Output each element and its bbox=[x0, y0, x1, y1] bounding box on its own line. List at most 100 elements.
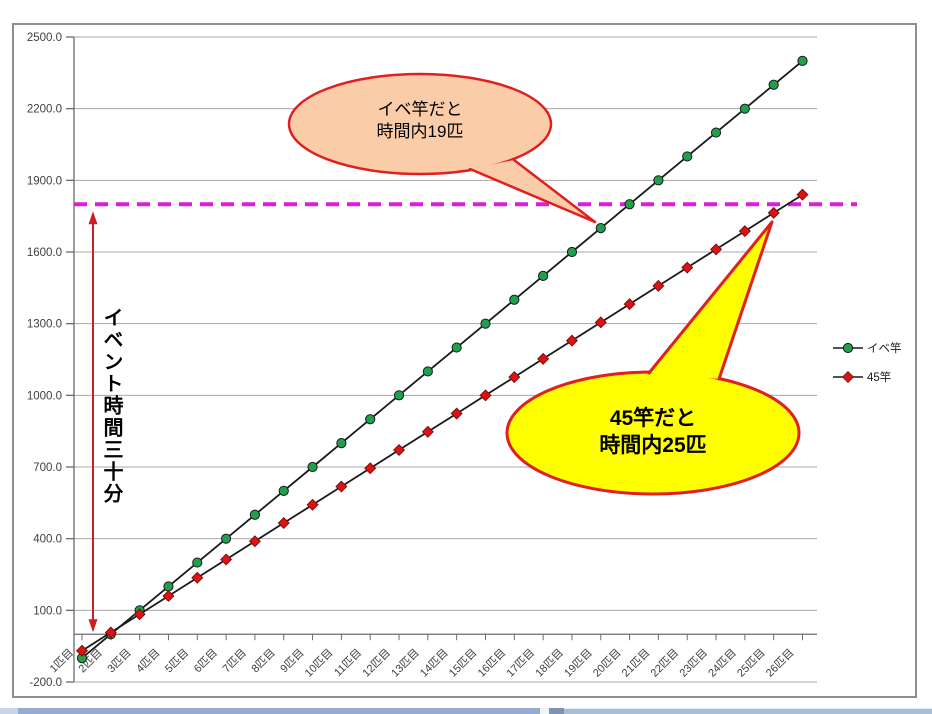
scrollbar-divider[interactable] bbox=[549, 708, 564, 714]
data-point-ibe[interactable] bbox=[336, 438, 347, 449]
data-point-45[interactable] bbox=[508, 371, 521, 384]
series-line-45[interactable] bbox=[81, 193, 803, 652]
data-point-45[interactable] bbox=[652, 279, 665, 292]
data-point-ibe[interactable] bbox=[393, 390, 405, 401]
x-axis-label: 6匹目 bbox=[192, 647, 220, 675]
data-point-45[interactable] bbox=[248, 535, 261, 548]
legend-label[interactable]: 45竿 bbox=[867, 370, 891, 384]
data-point-ibe[interactable] bbox=[566, 246, 578, 258]
x-axis-label: 21匹目 bbox=[620, 647, 653, 680]
event-time-label[interactable]: イベント時間三十分 bbox=[100, 307, 122, 505]
y-axis-label: 100.0 bbox=[33, 605, 62, 617]
data-point-45[interactable] bbox=[364, 462, 377, 475]
data-point-45[interactable] bbox=[565, 334, 578, 347]
x-axis-label: 1匹目 bbox=[48, 647, 76, 675]
data-point-45[interactable] bbox=[75, 644, 89, 657]
x-axis-label: 25匹目 bbox=[735, 647, 768, 680]
legend-label[interactable]: イベ竿 bbox=[867, 341, 902, 355]
data-point-45[interactable] bbox=[710, 243, 723, 256]
data-point-45[interactable] bbox=[479, 389, 492, 402]
scrollbar-thumb[interactable] bbox=[18, 708, 540, 714]
data-point-ibe[interactable] bbox=[710, 127, 722, 138]
data-point-ibe[interactable] bbox=[653, 175, 664, 186]
y-axis-label: 1000.0 bbox=[27, 390, 62, 402]
callout-45-tail[interactable] bbox=[647, 220, 774, 381]
y-axis-label: 2500.0 bbox=[27, 32, 62, 44]
data-point-ibe[interactable] bbox=[480, 318, 491, 329]
data-point-45[interactable] bbox=[306, 498, 319, 511]
data-point-ibe[interactable] bbox=[595, 223, 606, 234]
legend-marker-circle-icon[interactable] bbox=[842, 342, 854, 354]
callout-45-text[interactable]: 45竿だと 時間内25匹 bbox=[537, 405, 769, 459]
data-point-45[interactable] bbox=[393, 444, 406, 457]
legend-layer: イベ竿 45竿 bbox=[833, 341, 902, 384]
data-point-ibe[interactable] bbox=[451, 342, 462, 353]
data-point-ibe[interactable] bbox=[249, 509, 261, 520]
y-axis-label: 2200.0 bbox=[27, 104, 62, 116]
data-point-45[interactable] bbox=[421, 425, 434, 438]
scroll-left-button[interactable] bbox=[0, 708, 18, 714]
x-axis-label: 14匹目 bbox=[418, 647, 451, 680]
x-axis-label: 24匹目 bbox=[706, 647, 739, 680]
series-layer bbox=[75, 55, 809, 664]
data-point-ibe[interactable] bbox=[739, 103, 750, 114]
data-point-45[interactable] bbox=[277, 517, 290, 530]
arrowhead-down-icon bbox=[88, 619, 98, 633]
data-point-ibe[interactable] bbox=[192, 557, 203, 568]
legend-marker-diamond-icon[interactable] bbox=[841, 370, 855, 384]
callout-ibe-bubble[interactable] bbox=[287, 72, 553, 176]
callout-45-line2: 時間内25匹 bbox=[599, 434, 707, 457]
x-axis-label: 22匹目 bbox=[649, 647, 682, 680]
y-axis-label: 1600.0 bbox=[27, 247, 62, 259]
data-point-ibe[interactable] bbox=[682, 151, 693, 162]
data-point-ibe[interactable] bbox=[365, 414, 376, 425]
data-point-45[interactable] bbox=[681, 261, 694, 274]
data-point-ibe[interactable] bbox=[422, 366, 433, 377]
x-axis-label: 17匹目 bbox=[505, 647, 538, 680]
data-point-45[interactable] bbox=[537, 352, 550, 365]
x-axis-label: 16匹目 bbox=[476, 647, 509, 680]
data-point-45[interactable] bbox=[767, 206, 780, 219]
data-point-45[interactable] bbox=[738, 225, 751, 238]
x-axis-label: 20匹目 bbox=[591, 647, 624, 680]
arrowhead-up-icon bbox=[88, 211, 98, 225]
x-axis-label: 26匹目 bbox=[764, 647, 797, 680]
data-point-ibe[interactable] bbox=[538, 270, 549, 281]
x-axis-label: 5匹目 bbox=[163, 647, 191, 675]
x-axis-label: 18匹目 bbox=[533, 647, 566, 680]
data-point-ibe[interactable] bbox=[624, 199, 635, 210]
x-axis-label: 12匹目 bbox=[360, 647, 393, 680]
x-axis-label: 15匹目 bbox=[447, 647, 480, 680]
data-point-ibe[interactable] bbox=[307, 461, 318, 473]
data-point-45[interactable] bbox=[104, 626, 117, 639]
x-axis-label: 19匹目 bbox=[562, 647, 595, 680]
data-point-45[interactable] bbox=[594, 316, 607, 329]
data-point-45[interactable] bbox=[623, 298, 636, 311]
data-point-ibe[interactable] bbox=[768, 79, 779, 90]
data-point-ibe[interactable] bbox=[509, 294, 520, 305]
data-point-ibe[interactable] bbox=[797, 55, 808, 66]
data-point-45[interactable] bbox=[796, 188, 809, 201]
callout-ibe-tail[interactable] bbox=[468, 158, 597, 224]
data-point-45[interactable] bbox=[335, 480, 348, 493]
scrollbar-notch bbox=[540, 708, 549, 714]
y-axis-label: 1900.0 bbox=[27, 175, 62, 187]
data-point-ibe[interactable] bbox=[278, 485, 289, 496]
y-axis-label: 400.0 bbox=[33, 534, 62, 546]
data-point-45[interactable] bbox=[162, 589, 175, 602]
data-point-45[interactable] bbox=[220, 553, 233, 566]
callout-45-line1: 45竿だと bbox=[609, 407, 697, 430]
data-point-45[interactable] bbox=[450, 407, 463, 420]
data-point-45[interactable] bbox=[133, 608, 146, 621]
data-point-45[interactable] bbox=[191, 571, 204, 584]
event-time-arrow[interactable] bbox=[88, 211, 98, 633]
callout-ibe-text[interactable]: イベ竿だと 時間内19匹 bbox=[305, 99, 535, 143]
data-point-ibe[interactable] bbox=[163, 581, 174, 592]
x-axis-label: 3匹目 bbox=[105, 647, 133, 675]
x-axis-label: 13匹目 bbox=[389, 647, 422, 680]
series-line-ibe[interactable] bbox=[81, 60, 804, 659]
x-axis-label: 4匹目 bbox=[134, 647, 162, 675]
data-point-ibe[interactable] bbox=[221, 533, 232, 544]
